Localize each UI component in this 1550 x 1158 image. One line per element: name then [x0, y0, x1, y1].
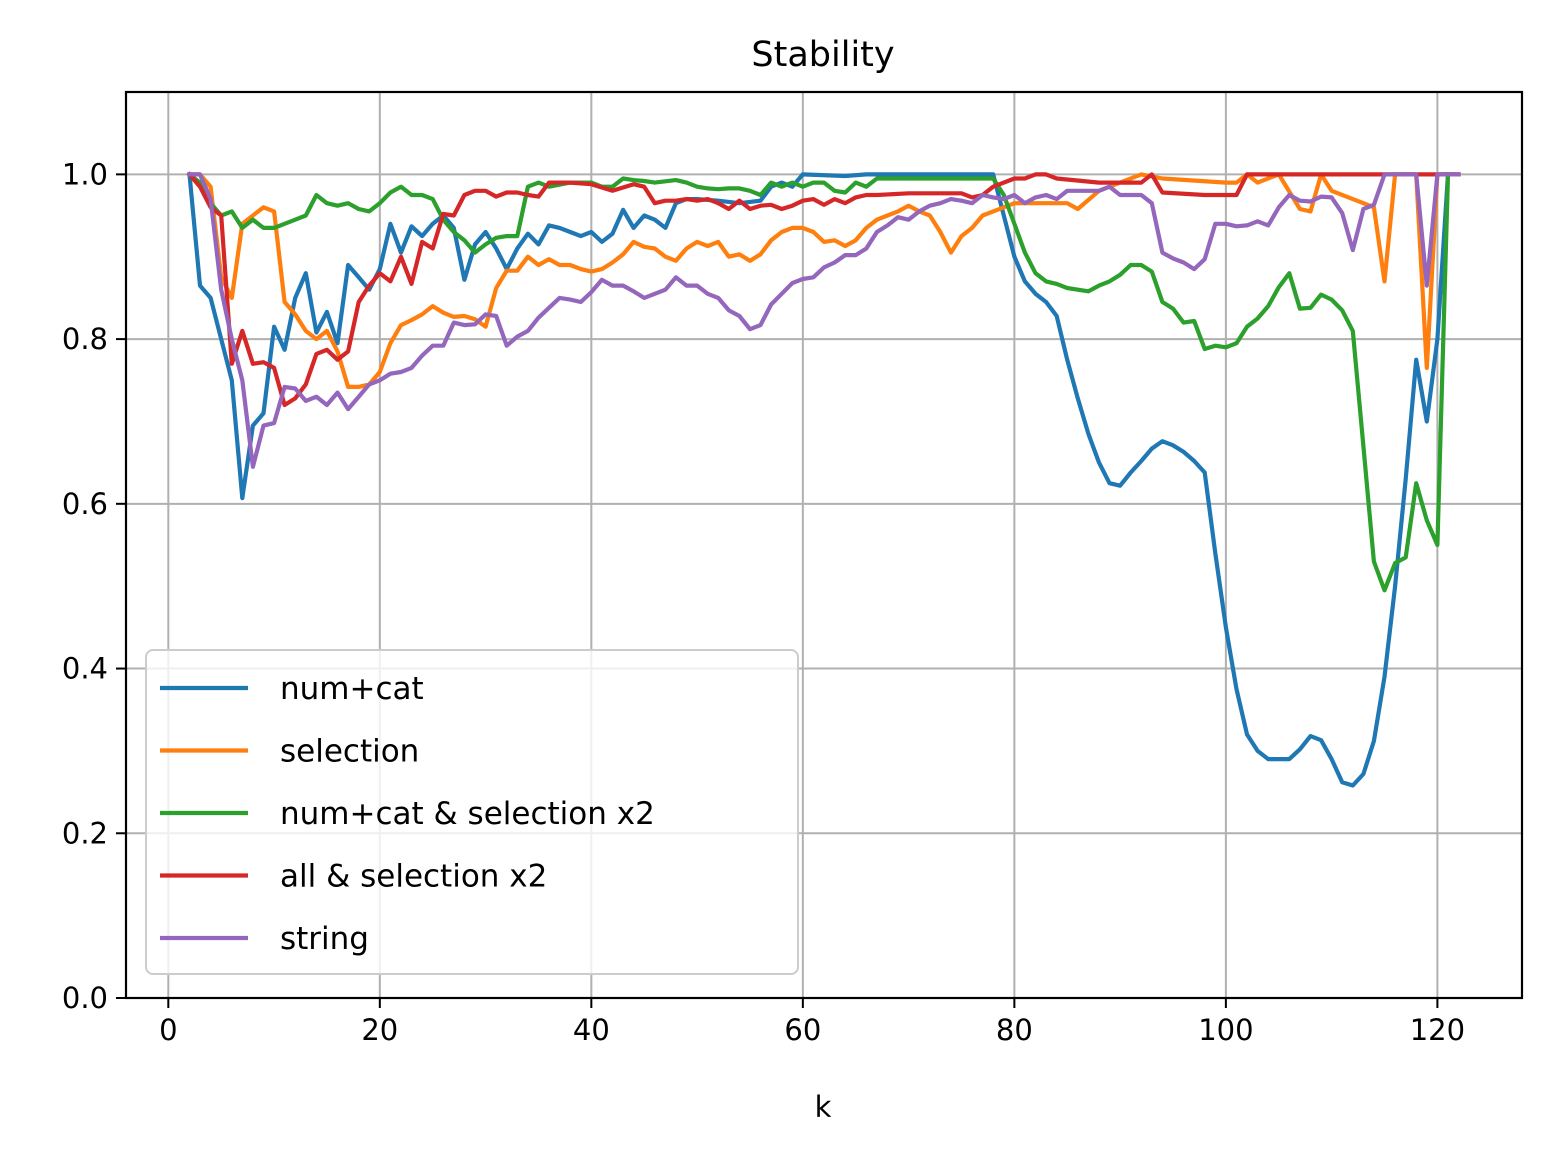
y-tick-label: 1.0: [62, 157, 108, 191]
x-tick-label: 0: [159, 1013, 177, 1047]
legend: num+cat selection num+cat & selection x2 al…: [145, 649, 799, 975]
series-line-4: [187, 172, 1461, 469]
legend-box: [145, 649, 799, 975]
x-tick-label: 40: [573, 1013, 610, 1047]
legend-label-3: all & selection x2: [280, 859, 547, 895]
axis-ticks: 0 20 40 60 80 100 120 0.0 0.2 0.4 0.6 0.8 1.0: [62, 157, 1465, 1047]
plot-frame: [124, 90, 1524, 1000]
x-tick-label: 120: [1410, 1013, 1465, 1047]
legend-label-1: selection: [280, 734, 419, 770]
y-tick-label: 0.0: [62, 981, 108, 1015]
series-line-3: [186, 171, 1461, 408]
x-tick-label: 100: [1198, 1013, 1253, 1047]
y-tick-label: 0.8: [62, 322, 108, 356]
x-tick-label: 60: [784, 1013, 821, 1047]
series-line-0: [187, 172, 1451, 788]
y-tick-label: 0.4: [62, 652, 108, 686]
y-tick-label: 0.6: [62, 487, 108, 521]
series-lines: [186, 171, 1461, 788]
series-line-2: [186, 171, 1451, 593]
x-tick-label: 20: [361, 1013, 398, 1047]
chart-title: Stability: [751, 35, 894, 75]
x-tick-label: 80: [996, 1013, 1033, 1047]
legend-label-2: num+cat & selection x2: [280, 796, 655, 832]
legend-label-0: num+cat: [280, 671, 424, 707]
x-axis-label: k: [815, 1090, 832, 1124]
legend-label-4: string: [280, 921, 369, 957]
y-tick-label: 0.2: [62, 816, 108, 850]
